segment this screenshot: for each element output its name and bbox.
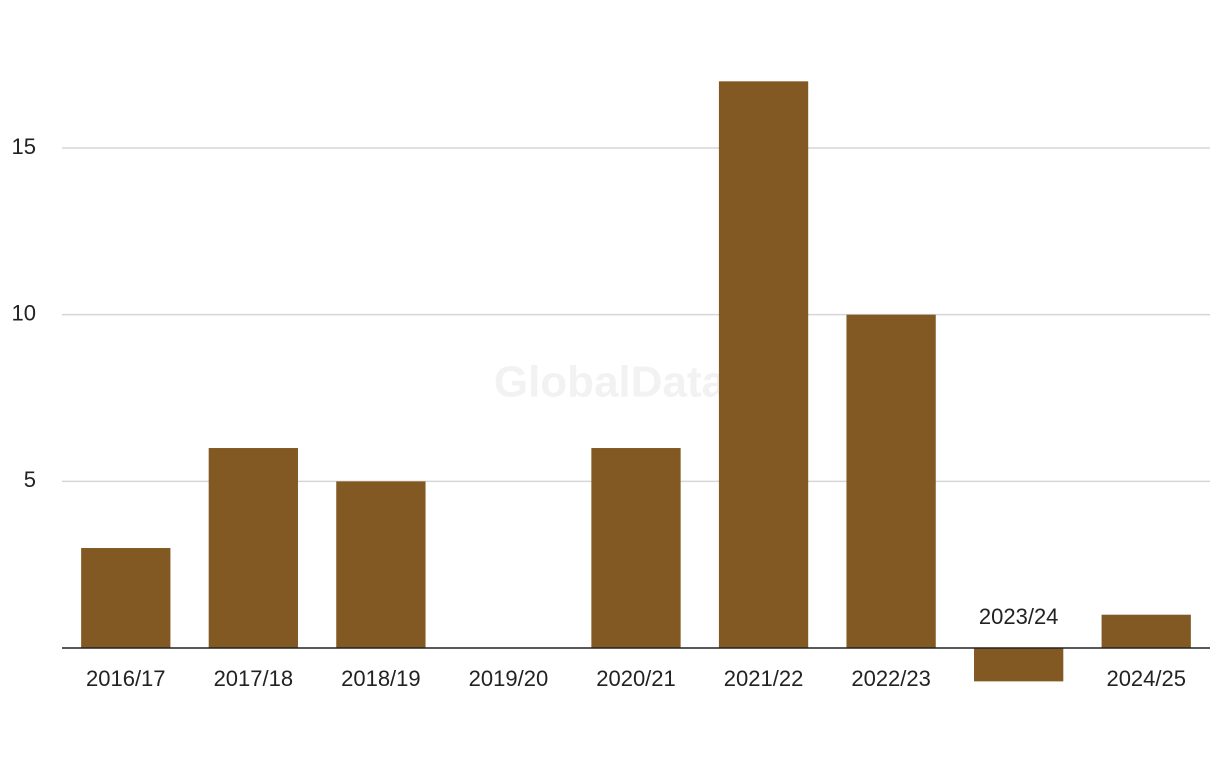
x-tick-label: 2016/17	[86, 666, 166, 691]
y-tick-label: 10	[12, 300, 36, 325]
x-tick-label: 2018/19	[341, 666, 421, 691]
bar	[591, 448, 681, 649]
y-tick-label: 5	[24, 467, 36, 492]
bar	[974, 648, 1064, 682]
bar	[81, 548, 171, 649]
x-tick-label: 2020/21	[596, 666, 676, 691]
x-tick-label: 2021/22	[724, 666, 804, 691]
x-tick-label: 2023/24	[979, 604, 1059, 629]
bar	[208, 448, 298, 649]
bar	[1101, 614, 1191, 649]
y-tick-label: 15	[12, 134, 36, 159]
x-tick-label: 2017/18	[214, 666, 294, 691]
x-tick-label: 2024/25	[1106, 666, 1186, 691]
bar	[718, 81, 809, 649]
x-tick-label: 2019/20	[469, 666, 549, 691]
watermark: GlobalData	[494, 358, 727, 407]
bar	[336, 481, 426, 649]
x-tick-label: 2022/23	[851, 666, 931, 691]
bar	[846, 314, 936, 649]
